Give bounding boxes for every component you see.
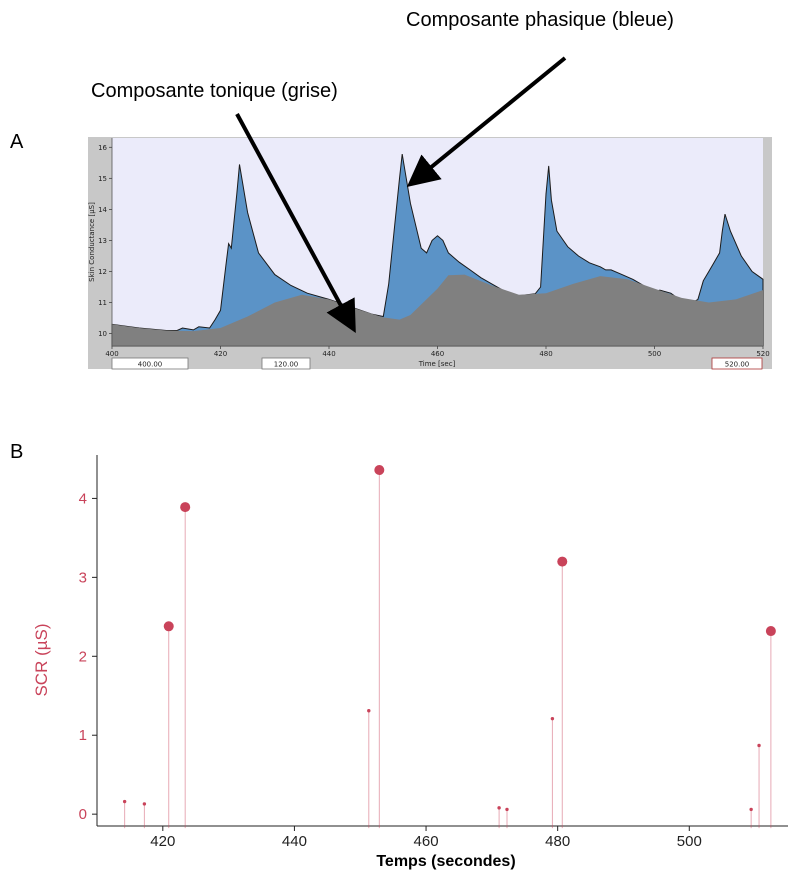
- panel-a-x-axis-label: Time [sec]: [418, 360, 456, 368]
- range-end-value: 520.00: [725, 361, 750, 369]
- panel-b-y-axis-label: SCR (µS): [32, 623, 51, 696]
- panel-a-y-tick-label: 11: [98, 299, 107, 307]
- scr-point: [749, 807, 753, 812]
- panel-label-a: A: [10, 131, 24, 153]
- phasic-arrow: [406, 56, 567, 188]
- panel-a-y-tick-label: 10: [98, 330, 107, 338]
- scr-point: [505, 807, 509, 812]
- panel-b-x-tick-label: 460: [414, 833, 439, 850]
- panel-a-x-tick-label: 500: [648, 350, 661, 358]
- panel-a-y-tick-label: 14: [98, 206, 107, 214]
- panel-a-x-tick-label: 440: [322, 350, 335, 358]
- panel-b-x-tick-label: 480: [545, 833, 570, 850]
- panel-a-axes: 400 420 440 460 480 500 520 10 11 12 13 14 15 16: [98, 138, 770, 358]
- scr-point: [122, 799, 127, 804]
- panel-a-x-tick-label: 480: [539, 350, 552, 358]
- scr-point: [765, 626, 776, 637]
- panel-a-y-tick-label: 15: [98, 175, 107, 183]
- panel-a-x-tick-label: 460: [431, 350, 444, 358]
- scr-point: [757, 743, 761, 748]
- panel-a-y-tick-label: 13: [98, 237, 107, 245]
- scr-point: [163, 621, 174, 632]
- panel-b-y-tick-label: 4: [79, 490, 87, 507]
- panel-b-x-axis-label: Temps (secondes): [376, 853, 515, 870]
- panel-a-x-tick-label: 520: [756, 350, 769, 358]
- panel-b-x-tick-label: 420: [150, 833, 175, 850]
- panel-a-x-tick-label: 420: [214, 350, 227, 358]
- tonic-arrow: [235, 113, 356, 334]
- scr-point: [142, 802, 147, 806]
- panel-a: 400 420 440 460 480 500 520 10 11 12 13 14 15 16 Skin…: [88, 137, 772, 370]
- scr-points: [122, 464, 776, 812]
- panel-b-y-tick-label: 1: [79, 727, 87, 744]
- scr-point: [180, 502, 191, 513]
- panel-b-x-tick-label: 500: [677, 833, 702, 850]
- range-start-field[interactable]: [111, 357, 189, 370]
- panel-label-b: B: [10, 441, 24, 463]
- scr-point: [374, 464, 385, 475]
- panel-a-y-axis-label: Skin Conductance [µS]: [88, 202, 96, 282]
- range-end-field[interactable]: [711, 357, 763, 370]
- scr-point: [550, 716, 555, 721]
- panel-b-y-tick-label: 2: [79, 648, 87, 665]
- panel-b-y-tick-label: 0: [79, 806, 87, 823]
- panel-b: 420 440 460 480 500 0 1 2 3 4 Temps (secondes) SC…: [32, 455, 788, 870]
- panel-a-y-tick-label: 12: [98, 268, 107, 276]
- range-start-value: 400.00: [138, 361, 163, 369]
- range-width-value: 120.00: [274, 361, 299, 369]
- tonic-annotation: Composante tonique (grise): [91, 80, 338, 102]
- panel-a-x-tick-label: 400: [105, 350, 118, 358]
- phasic-annotation: Composante phasique (bleue): [406, 9, 674, 31]
- panel-b-axes: 420 440 460 480 500 0 1 2 3 4: [79, 455, 788, 850]
- scr-point: [367, 709, 371, 713]
- scr-point: [557, 556, 568, 567]
- panel-b-x-tick-label: 440: [282, 833, 307, 850]
- scr-stems: [124, 469, 772, 829]
- range-width-field[interactable]: [261, 357, 311, 370]
- tonic-area: [112, 274, 763, 346]
- panel-b-y-tick-label: 3: [79, 569, 87, 586]
- scr-point: [497, 806, 501, 810]
- panel-a-y-tick-label: 16: [98, 144, 107, 152]
